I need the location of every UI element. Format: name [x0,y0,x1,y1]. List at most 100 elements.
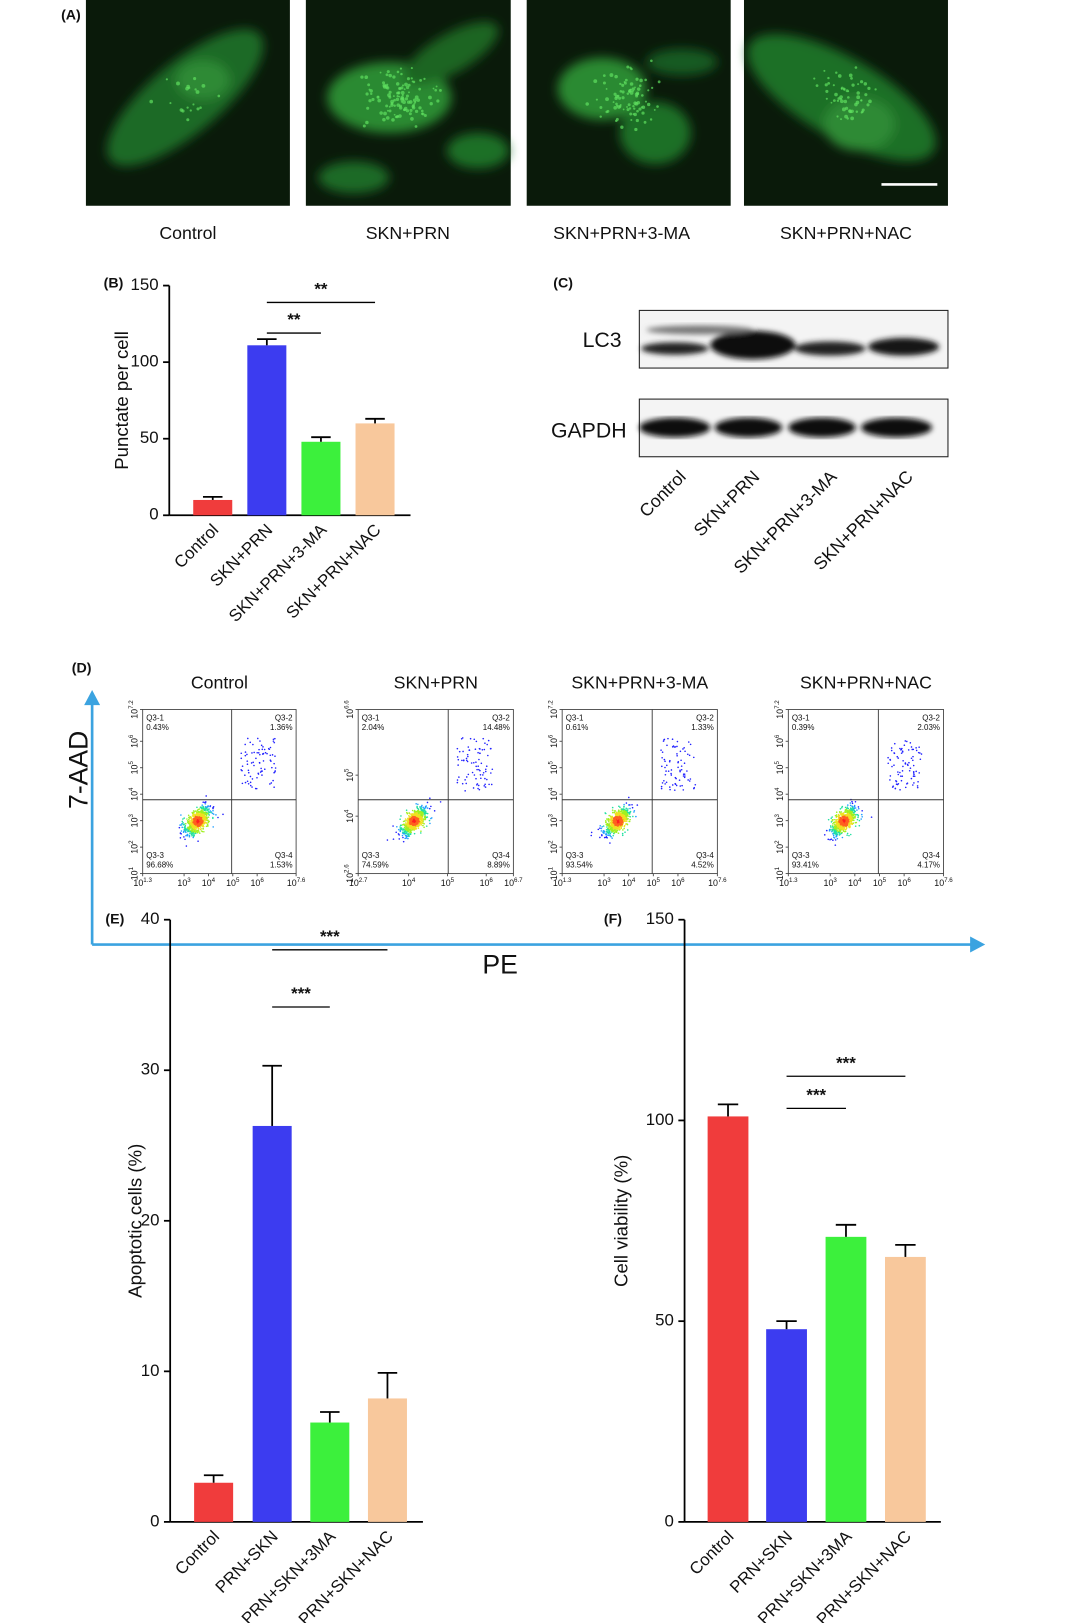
quadrant-name: Q3-4 [492,851,510,860]
tick-power: 6 [489,876,493,883]
tick-base: 10 [647,879,657,889]
tick-base: 10 [776,844,786,854]
quadrant-name: Q3-3 [566,851,584,860]
tick-base: 10 [848,879,858,889]
significance-label: ** [314,279,328,298]
flow-y-label: 7-AAD [64,731,94,809]
tick-base: 10 [873,879,883,889]
x-tick-label: Control [171,1527,223,1579]
significance-label: *** [806,1085,826,1104]
tick-power: 1 [128,866,135,870]
tick-power: 4 [412,876,416,883]
quadrant-value: 8.89% [487,861,510,870]
quadrant-value: 4.52% [691,861,714,870]
tick-base: 10 [130,844,140,854]
error-bar [776,1320,797,1330]
tick-power: 6 [773,734,780,738]
flow-tick-label: 105 [441,876,455,888]
blot-label: LC3 [583,328,622,352]
flow-title: SKN+PRN [394,672,478,692]
tick-base: 10 [130,870,140,880]
quadrant-value: 96.68% [146,861,173,870]
tick-base: 10 [480,879,490,889]
error-bar [717,1103,739,1117]
tick-base: 10 [597,879,607,889]
tick-power: 4 [858,876,862,883]
tick-power: 6 [128,734,135,738]
y-axis-label: Cell viability (%) [610,1155,631,1287]
quadrant-name: Q3-4 [922,851,940,860]
y-tick-label: 0 [149,505,158,524]
bar [766,1329,807,1522]
error-bar [365,417,385,424]
tick-base: 10 [549,709,559,719]
y-tick-label: 30 [141,1060,160,1079]
quadrant-name: Q3-3 [792,851,810,860]
tick-power: 6 [260,876,264,883]
tick-power: 5 [343,768,350,772]
y-tick-label: 10 [141,1361,160,1380]
tick-base: 10 [345,813,355,823]
image-label: SKN+PRN+3-MA [553,223,690,243]
tick-power: 7.6 [718,876,727,883]
y-tick-label: 150 [131,275,159,294]
tick-base: 10 [345,709,355,719]
bar [247,345,287,516]
y-tick-label: 50 [655,1311,674,1330]
lane-label: SKN+PRN [690,466,764,540]
flow-tick-label: 102 [128,840,140,854]
bar [825,1236,867,1522]
flow-frame [142,709,297,875]
flow-tick-label: 107.2 [547,700,559,719]
bar [884,1256,926,1522]
quadrant-name: Q3-4 [696,851,714,860]
tick-base: 10 [671,879,681,889]
x-tick-label: PRN+SKN+NAC [295,1527,397,1623]
quadrant-value: 1.36% [270,723,293,732]
quadrant-value: 0.43% [146,723,169,732]
error-bar [262,1064,282,1126]
tick-base: 10 [504,879,514,889]
quadrant-name: Q3-2 [696,713,714,722]
tick-power: 3 [128,813,135,817]
error-bar [311,436,331,442]
flow-title: SKN+PRN+3-MA [571,672,708,692]
flow-tick-label: 101 [128,866,140,880]
x-tick-label: Control [686,1527,738,1579]
significance-label: *** [836,1053,856,1072]
flow-title: SKN+PRN+NAC [800,672,932,692]
flow-tick-label: 104 [402,876,416,888]
speckles [149,59,877,132]
y-tick-label: 0 [665,1511,674,1530]
tick-base: 10 [345,772,355,782]
tick-power: 4 [773,787,780,791]
flow-tick-label: 107.6 [708,876,727,888]
tick-power: 2 [773,840,780,844]
tick-power: 4 [632,876,636,883]
y-tick-label: 0 [150,1511,159,1530]
tick-base: 10 [549,870,559,880]
tick-power: 7.2 [547,700,554,709]
tick-power: 7.2 [773,700,780,709]
tick-base: 10 [250,879,260,889]
tick-power: 7.6 [944,876,953,883]
flow-tick-label: 106 [547,734,559,748]
tick-base: 10 [130,817,140,827]
error-bar [202,496,223,500]
flow-frame [357,709,514,875]
tick-power: 6 [547,734,554,738]
flow-tick-label: 103 [824,876,838,888]
tick-power: 2 [128,840,135,844]
flow-tick-label: 103 [773,813,785,827]
flow-tick-label: 103 [177,876,191,888]
flow-tick-label: 102.6 [343,864,355,883]
bar [301,441,341,516]
flow-tick-label: 104 [848,876,862,888]
quadrant-value: 0.61% [566,723,589,732]
lane-label: Control [635,466,690,521]
bar [367,1398,407,1522]
blot-label: GAPDH [551,419,627,443]
tick-base: 10 [349,879,359,889]
quadrant-name: Q3-2 [492,713,510,722]
flow-tick-label: 104 [773,787,785,801]
